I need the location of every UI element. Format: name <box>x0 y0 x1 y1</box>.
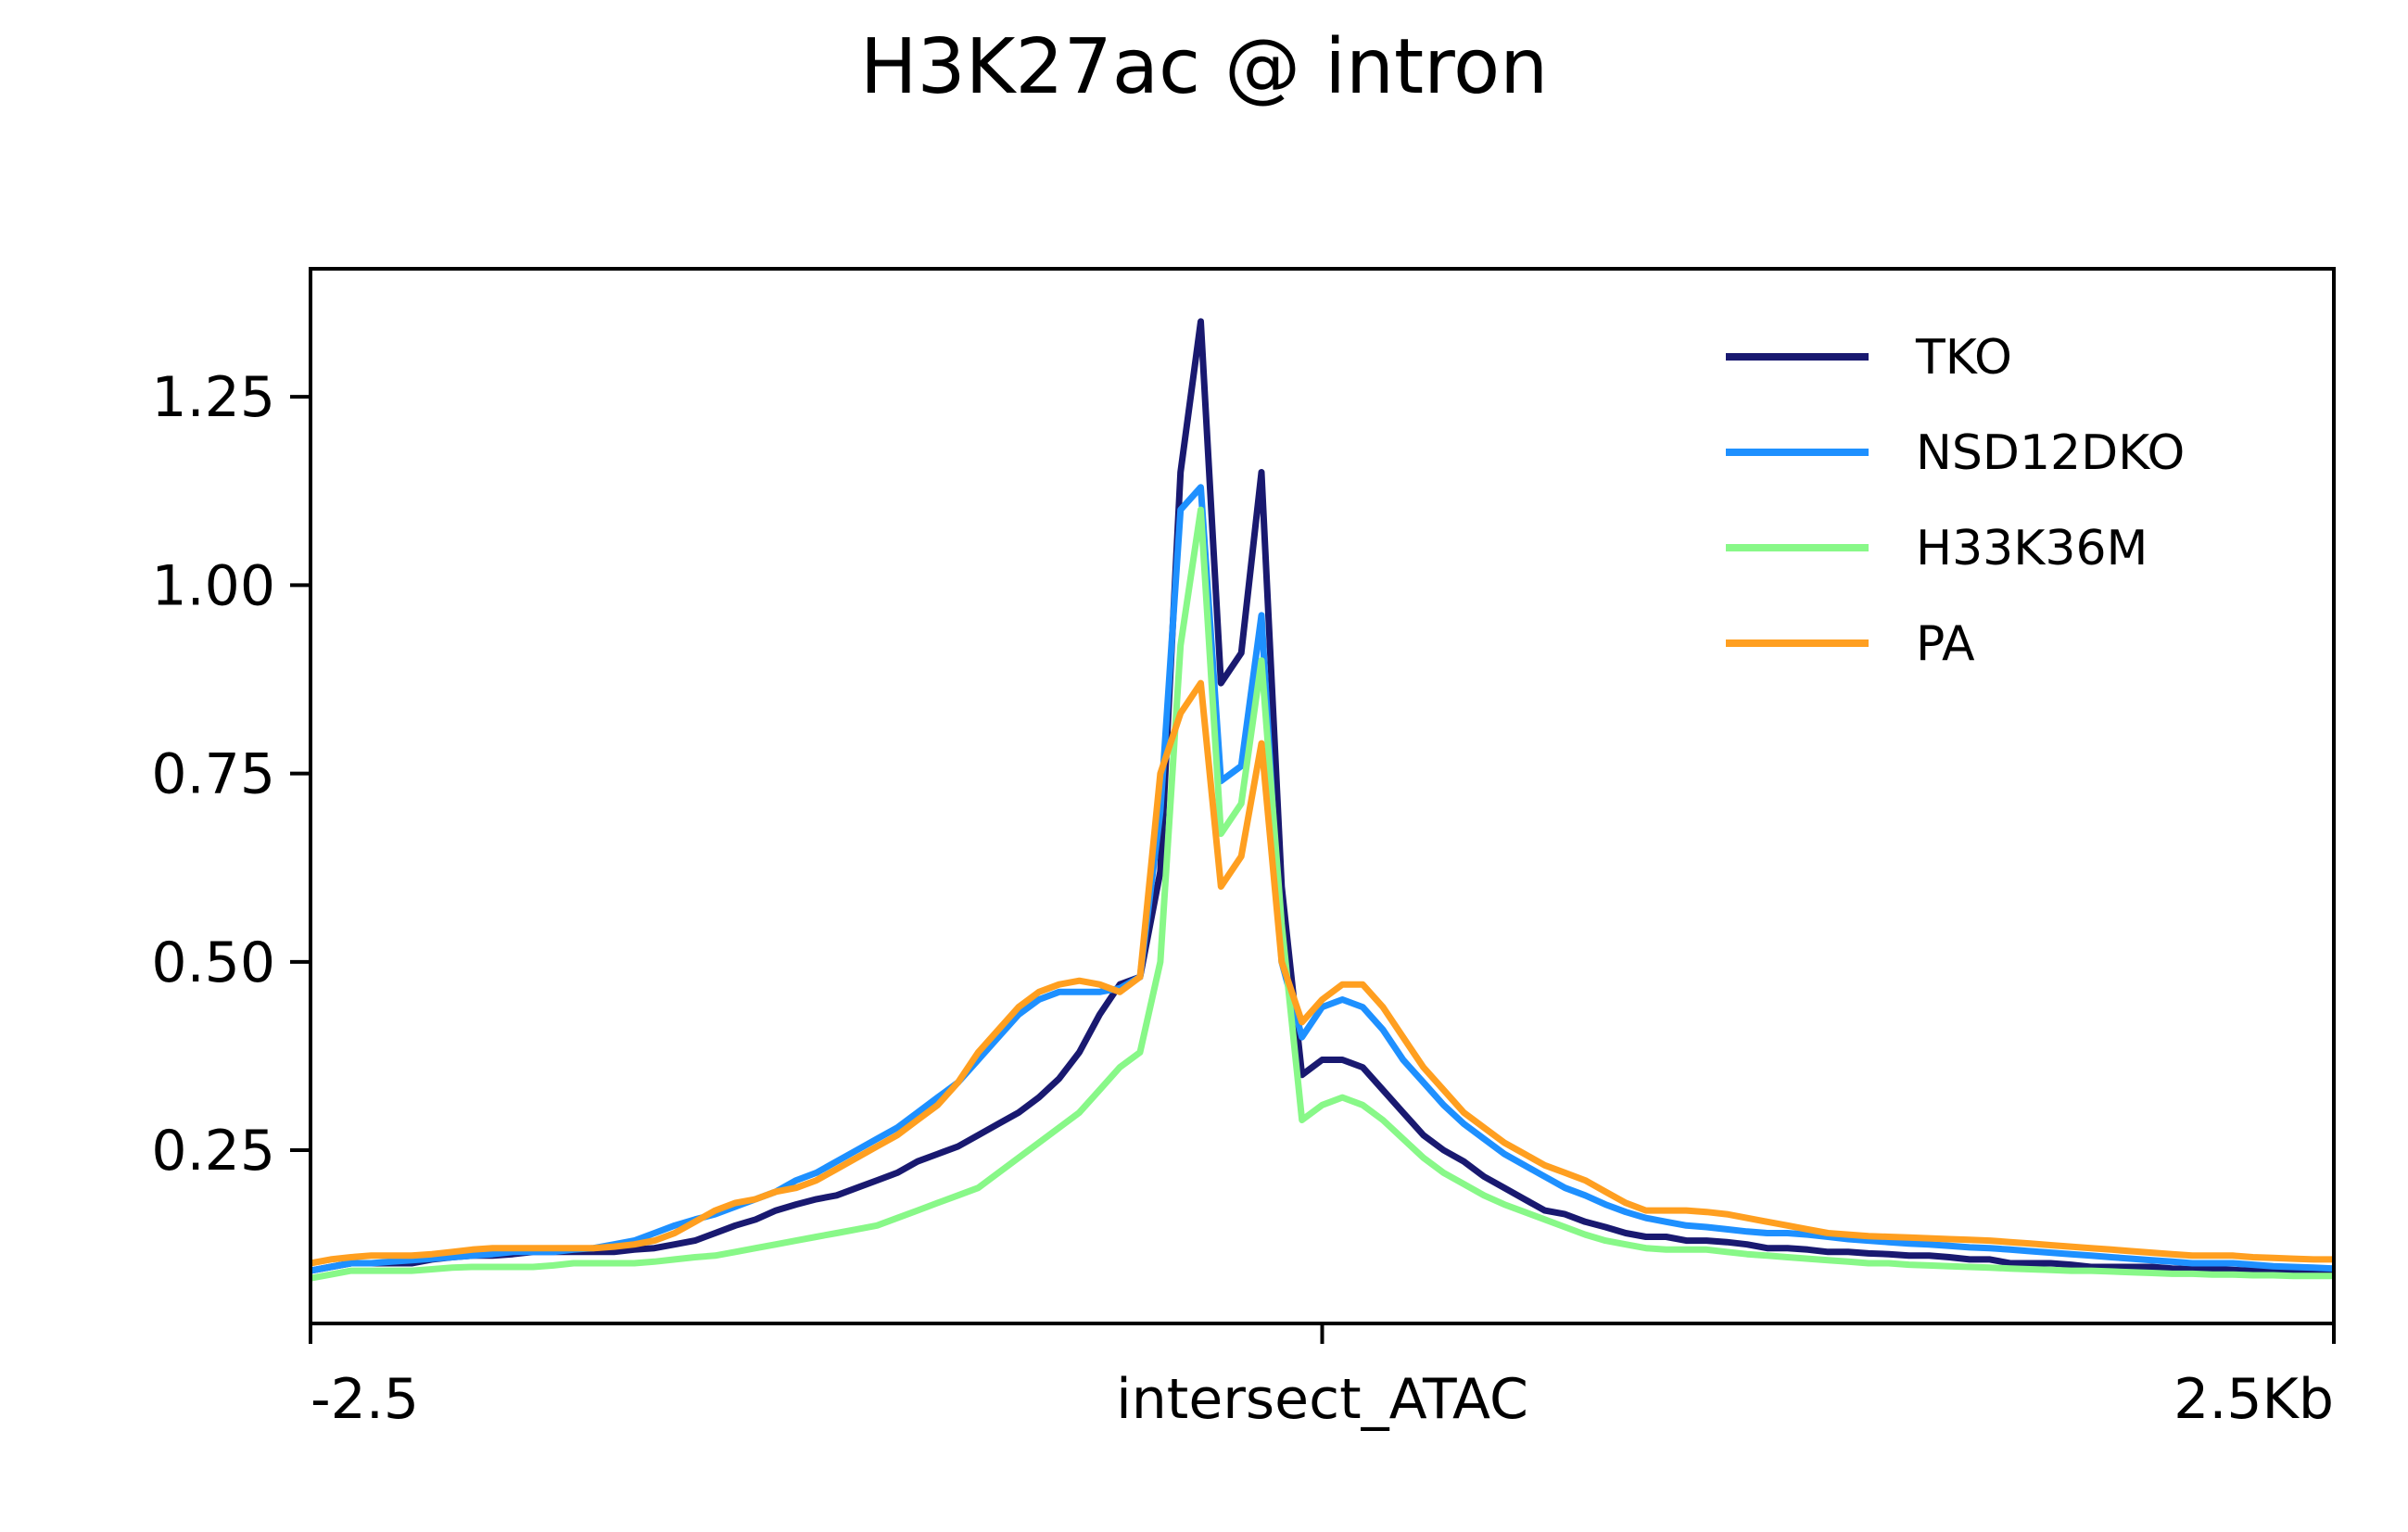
legend-label: H33K36M <box>1916 521 2148 576</box>
chart-title: H3K27ac @ intron <box>860 23 1548 111</box>
series-line-h33k36m <box>310 506 2334 1282</box>
y-tick-label: 1.00 <box>151 553 275 618</box>
x-axis: -2.5 intersect_ATAC 2.5Kb <box>309 1323 2336 1432</box>
series-line-pa <box>310 679 2334 1267</box>
y-tick-label: 0.25 <box>151 1119 275 1184</box>
series-line-tko <box>310 318 2334 1274</box>
y-tick-label: 1.25 <box>151 365 275 430</box>
x-tick-label: intersect_ATAC <box>1116 1367 1528 1432</box>
legend: TKO NSD12DKO H33K36M PA <box>1726 330 2185 672</box>
legend-label: PA <box>1916 616 1975 672</box>
y-axis: 0.25 0.50 0.75 1.00 1.25 <box>151 365 311 1184</box>
series-line-nsd12dko <box>310 484 2335 1274</box>
y-tick-label: 0.50 <box>151 931 275 995</box>
series-layer <box>310 318 2335 1282</box>
legend-label: TKO <box>1915 330 2012 386</box>
y-tick-label: 0.75 <box>151 742 275 807</box>
x-tick-label: -2.5 <box>311 1367 419 1432</box>
legend-label: NSD12DKO <box>1916 425 2185 481</box>
x-tick-label: 2.5Kb <box>2174 1367 2334 1432</box>
